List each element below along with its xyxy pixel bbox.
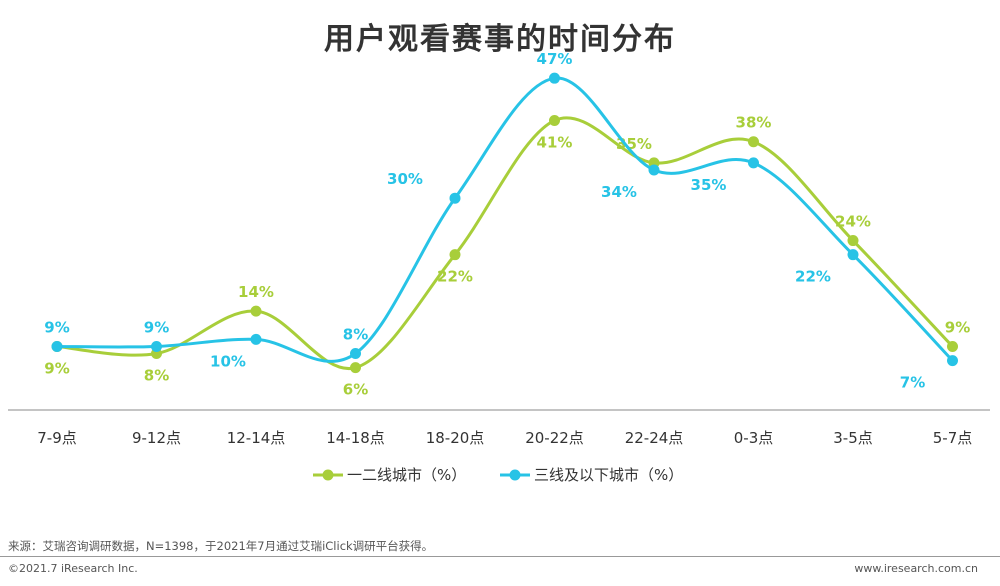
legend: 一二线城市（%） 三线及以下城市（%） — [313, 466, 683, 484]
x-tick-label: 5-7点 — [933, 429, 973, 447]
x-tick-label: 3-5点 — [833, 429, 873, 447]
data-point — [847, 235, 859, 247]
data-label: 14% — [238, 283, 274, 301]
data-label: 8% — [343, 326, 368, 344]
data-point — [350, 348, 361, 360]
website-link[interactable]: www.iresearch.com.cn — [854, 562, 978, 575]
data-point — [449, 249, 461, 261]
data-label: 41% — [537, 134, 573, 152]
data-point — [51, 340, 63, 352]
x-tick-label: 18-20点 — [426, 429, 485, 447]
copyright: ©2021.7 iResearch Inc. — [8, 562, 138, 575]
footer-divider — [0, 556, 1000, 557]
legend-swatch-dot — [322, 469, 334, 481]
data-point — [250, 333, 262, 345]
data-label: 9% — [44, 318, 69, 336]
x-axis: 7-9点 9-12点 12-14点 14-18点 18-20点 20-22点 22-24点 0… — [8, 409, 990, 447]
data-label: 24% — [835, 213, 871, 231]
data-label: 38% — [736, 114, 772, 132]
data-point — [350, 362, 361, 374]
data-label: 6% — [343, 381, 368, 399]
legend-item: 一二线城市（%） — [313, 466, 466, 484]
data-point — [947, 355, 958, 367]
legend-swatch-dot — [509, 469, 521, 481]
legend-item: 三线及以下城市（%） — [500, 466, 683, 484]
data-point — [847, 249, 859, 261]
x-tick-label: 20-22点 — [525, 429, 584, 447]
x-tick-label: 7-9点 — [37, 429, 77, 447]
series-blue: 9% 9% 10% 8% 30% 47% 34% 35% 22% 7% — [44, 50, 958, 392]
legend-label: 三线及以下城市（%） — [534, 466, 683, 484]
data-label: 10% — [210, 352, 246, 370]
data-label: 9% — [44, 359, 69, 377]
data-point — [748, 136, 759, 148]
x-tick-label: 12-14点 — [227, 429, 286, 447]
data-label: 34% — [601, 183, 637, 201]
x-tick-label: 9-12点 — [132, 429, 181, 447]
data-label: 9% — [945, 318, 970, 336]
data-point — [250, 305, 262, 317]
data-label: 22% — [437, 268, 473, 286]
legend-label: 一二线城市（%） — [347, 466, 466, 484]
series-line — [56, 116, 954, 371]
data-point — [549, 115, 560, 127]
data-label: 35% — [616, 135, 652, 153]
source-note: 来源：艾瑞咨询调研数据，N=1398，于2021年7月通过艾瑞iClick调研平… — [8, 539, 434, 553]
x-tick-label: 0-3点 — [734, 429, 774, 447]
data-point — [151, 340, 162, 352]
data-label: 47% — [537, 50, 573, 68]
x-tick-label: 14-18点 — [326, 429, 385, 447]
data-point — [449, 192, 461, 204]
data-label: 30% — [387, 170, 423, 188]
data-point — [947, 340, 958, 352]
data-label: 7% — [900, 374, 925, 392]
series-line — [56, 76, 954, 363]
series-green: 9% 8% 14% 6% 22% 41% 35% 38% 24% 9% — [44, 114, 970, 399]
line-chart: 9% 8% 14% 6% 22% 41% 35% 38% 24% 9% 9% 9% 10% 8% 30% 47… — [8, 50, 990, 484]
plot-area: 9% 8% 14% 6% 22% 41% 35% 38% 24% 9% 9% 9% 10% 8% 30% 47… — [44, 50, 970, 398]
data-point — [648, 164, 660, 176]
data-label: 9% — [144, 318, 169, 336]
data-label: 8% — [144, 367, 169, 385]
data-point — [549, 72, 560, 84]
data-label: 22% — [795, 268, 831, 286]
chart-title: 用户观看赛事的时间分布 — [324, 22, 676, 57]
x-tick-label: 22-24点 — [625, 429, 684, 447]
data-point — [748, 157, 759, 169]
data-label: 35% — [691, 176, 727, 194]
